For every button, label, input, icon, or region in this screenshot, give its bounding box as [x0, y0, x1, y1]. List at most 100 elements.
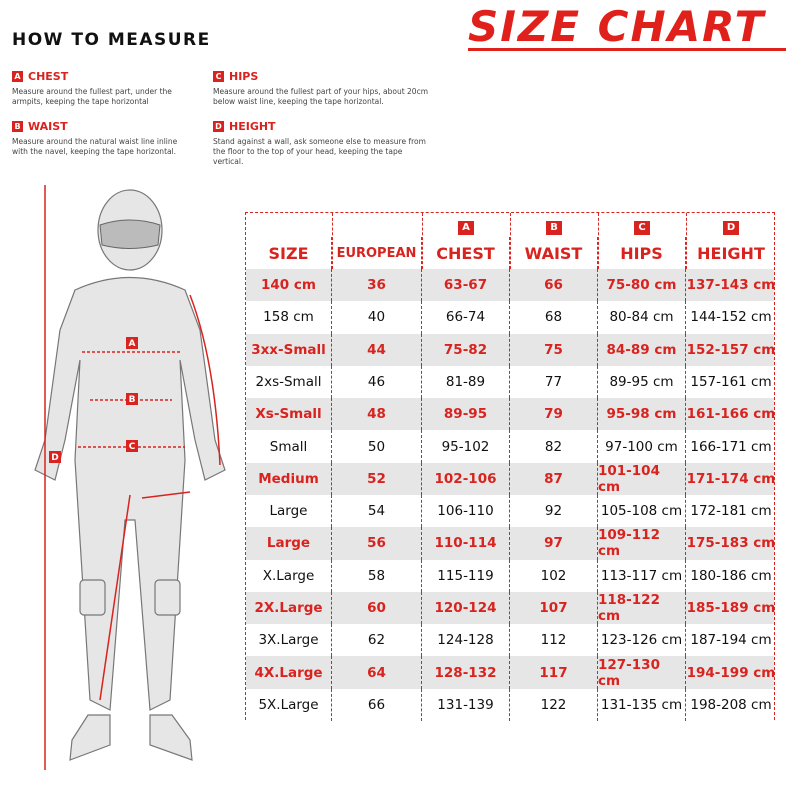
table-cell: 75 — [510, 333, 598, 366]
column-header: HEIGHT — [697, 243, 765, 263]
table-cell: 137-143 cm — [686, 277, 776, 294]
measure-header: A CHEST — [12, 66, 192, 85]
table-cell: 112 — [510, 624, 598, 657]
table-cell: 171-174 cm — [686, 470, 776, 487]
table-cell: 64 — [332, 656, 422, 689]
table-cell: 185-189 cm — [686, 599, 776, 616]
row-background — [246, 301, 774, 334]
table-cell: 106-110 — [422, 495, 510, 528]
table-cell: 77 — [510, 365, 598, 399]
measure-description: Measure around the natural waist line in… — [12, 137, 178, 156]
measure-header: D HEIGHT — [213, 116, 428, 135]
column-divider — [332, 213, 333, 269]
table-cell: 97-100 cm — [598, 430, 686, 463]
table-cell: 157-161 cm — [690, 373, 772, 390]
table-cell: 140 cm — [246, 269, 332, 302]
figure-label: A — [129, 339, 136, 349]
column-divider — [686, 213, 687, 269]
figure-label: C — [129, 442, 136, 452]
row-background — [246, 495, 774, 528]
column-header: EUROPEAN — [332, 237, 422, 269]
measure-letter: B — [12, 121, 23, 132]
table-cell: 84-89 cm — [598, 333, 686, 366]
table-cell: 80-84 cm — [598, 301, 686, 334]
table-cell: 56 — [332, 527, 422, 560]
column-divider — [422, 213, 423, 269]
column-letter: B — [546, 221, 562, 235]
measure-description: Measure around the fullest part, under t… — [12, 87, 172, 106]
table-cell: 144-152 cm — [690, 309, 772, 326]
row-background — [246, 656, 774, 689]
table-cell: 68 — [510, 301, 598, 334]
table-cell: Small — [246, 430, 332, 463]
table-cell: 127-130 cm — [598, 656, 686, 689]
table-cell: 95-98 cm — [598, 398, 686, 431]
column-header: HIPS — [598, 237, 686, 269]
column-header: WAIST — [510, 237, 598, 269]
table-cell: 110-114 — [422, 527, 510, 560]
table-cell: 36 — [332, 269, 422, 302]
measure-name: HIPS — [229, 70, 259, 83]
table-cell: 89-95 — [422, 398, 510, 431]
table-cell: 52 — [332, 462, 422, 495]
table-cell: 158 cm — [246, 301, 332, 334]
measure-letter: C — [213, 71, 224, 82]
table-cell: X.Large — [246, 559, 332, 592]
title: SIZE CHART — [468, 2, 766, 51]
measure: A CHEST Measure around the fullest part, u… — [12, 66, 192, 107]
table-cell: 118-122 cm — [598, 591, 686, 625]
title-underline — [468, 48, 786, 51]
table-cell: 161-166 cm — [686, 406, 776, 423]
row-background — [246, 624, 774, 657]
table-cell: 101-104 cm — [598, 462, 686, 495]
table-cell: 89-95 cm — [598, 365, 686, 399]
figure-label: B — [129, 395, 136, 405]
table-cell: 48 — [332, 398, 422, 431]
table-cell: Large — [246, 527, 332, 560]
row-background — [246, 365, 774, 399]
table-cell: 79 — [510, 398, 598, 431]
table-cell: 3xx-Small — [246, 333, 332, 366]
row-background — [246, 559, 774, 592]
table-cell: 123-126 cm — [598, 624, 686, 657]
measure: B WAIST Measure around the natural waist l… — [12, 116, 192, 157]
table-cell: 60 — [332, 591, 422, 625]
table-cell: 166-171 cm — [690, 438, 772, 455]
row-background — [246, 591, 774, 625]
table-cell: 97 — [510, 527, 598, 560]
row-background — [246, 430, 774, 463]
table-cell: 172-181 cm — [690, 503, 772, 520]
measure-description: Measure around the fullest part of your … — [213, 87, 429, 106]
row-background — [246, 269, 774, 302]
table-cell: 131-139 — [422, 688, 510, 721]
table-cell: 3X.Large — [246, 624, 332, 657]
how-to-heading: HOW TO MEASURE — [12, 30, 211, 50]
table-cell: 4X.Large — [246, 656, 332, 689]
table-cell: Large — [246, 495, 332, 528]
measure-name: WAIST — [28, 120, 68, 133]
column-divider — [598, 213, 599, 269]
table-cell: 92 — [510, 495, 598, 528]
measure-description: Stand against a wall, ask someone else t… — [213, 137, 426, 166]
table-cell: 40 — [332, 301, 422, 334]
table-cell: 44 — [332, 333, 422, 366]
column-letter: A — [458, 221, 474, 235]
table-cell: Xs-Small — [246, 398, 332, 431]
table-cell: 75-82 — [422, 333, 510, 366]
table-cell: 46 — [332, 365, 422, 399]
size-table: SIZE EUROPEAN A CHEST B WAIST C HIPS D HEIGHT 140 … — [245, 212, 776, 721]
table-cell: 180-186 cm — [690, 567, 772, 584]
table-cell: 131-135 cm — [598, 688, 686, 721]
measure-name: HEIGHT — [229, 120, 276, 133]
table-cell: 117 — [510, 656, 598, 689]
table-cell: 107 — [510, 591, 598, 625]
table-cell: 50 — [332, 430, 422, 463]
table-cell: 109-112 cm — [598, 527, 686, 560]
measure-name: CHEST — [28, 70, 69, 83]
table-cell: 120-124 — [422, 591, 510, 625]
table-cell: 113-117 cm — [598, 559, 686, 592]
suit-figure: A B C D — [34, 185, 226, 770]
table-cell: 62 — [332, 624, 422, 657]
table-cell: 124-128 — [422, 624, 510, 657]
